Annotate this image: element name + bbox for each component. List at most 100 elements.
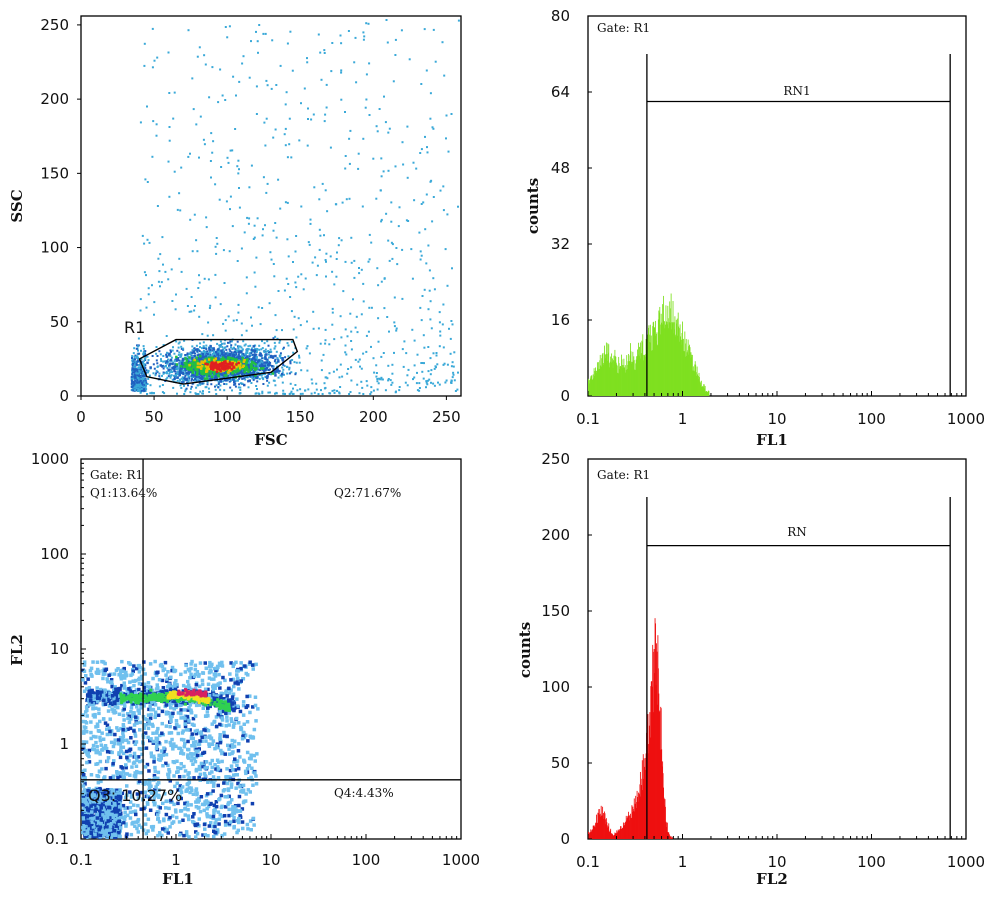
scatter-point xyxy=(156,362,159,365)
scatter-point xyxy=(150,392,153,395)
density-cell xyxy=(210,770,214,774)
histogram-bar xyxy=(650,342,652,396)
scatter-point xyxy=(432,28,435,31)
scatter-point xyxy=(331,311,334,314)
scatter-point xyxy=(160,360,163,362)
scatter-point xyxy=(200,353,203,356)
scatter-point xyxy=(344,328,347,331)
scatter-point xyxy=(176,373,179,376)
scatter-point xyxy=(228,25,231,28)
scatter-point xyxy=(228,380,231,383)
density-cell xyxy=(231,692,236,696)
scatter-point xyxy=(196,393,199,395)
scatter-point xyxy=(268,356,270,359)
scatter-point xyxy=(306,61,309,64)
scatter-point xyxy=(133,369,136,372)
density-cell xyxy=(231,664,235,669)
scatter-point xyxy=(149,392,152,395)
scatter-point xyxy=(242,352,245,355)
scatter-point xyxy=(266,384,269,387)
scatter-point xyxy=(131,355,134,358)
scatter-point xyxy=(224,360,227,363)
scatter-point xyxy=(267,362,271,366)
scatter-point xyxy=(267,364,270,367)
scatter-point xyxy=(178,351,181,354)
scatter-point xyxy=(456,388,459,391)
scatter-point xyxy=(423,362,425,365)
scatter-point xyxy=(375,364,378,367)
scatter-point xyxy=(412,161,415,164)
scatter-point xyxy=(134,354,137,357)
scatter-point xyxy=(254,392,257,395)
histogram-bar xyxy=(641,340,643,396)
histogram-bar xyxy=(607,343,609,396)
scatter-point xyxy=(287,255,290,258)
scatter-point xyxy=(451,376,454,379)
scatter-point xyxy=(183,376,186,379)
density-cell xyxy=(243,733,248,737)
scatter-point xyxy=(222,322,225,325)
scatter-point xyxy=(242,372,245,375)
scatter-point xyxy=(195,239,198,242)
scatter-point xyxy=(435,352,438,354)
scatter-point xyxy=(214,183,217,186)
scatter-point xyxy=(274,345,277,348)
histogram-bar xyxy=(681,332,683,396)
scatter-point xyxy=(181,381,184,384)
scatter-point xyxy=(240,322,243,325)
scatter-point xyxy=(239,389,242,391)
scatter-point xyxy=(219,375,222,378)
scatter-point xyxy=(176,349,179,352)
scatter-point xyxy=(250,362,253,366)
density-cell xyxy=(157,740,161,745)
scatter-point xyxy=(247,375,250,378)
scatter-point xyxy=(377,317,380,320)
scatter-point xyxy=(179,379,182,382)
scatter-point xyxy=(236,367,239,370)
histogram-bar xyxy=(663,295,664,396)
scatter-point xyxy=(218,198,221,201)
scatter-point xyxy=(346,372,349,375)
scatter-point xyxy=(155,123,158,126)
scatter-point xyxy=(193,371,196,374)
scatter-point xyxy=(432,196,435,198)
scatter-point xyxy=(250,348,253,351)
scatter-point xyxy=(135,372,138,375)
scatter-point xyxy=(229,372,233,375)
scatter-point xyxy=(299,324,302,327)
density-cell xyxy=(133,731,137,736)
scatter-point xyxy=(426,383,429,386)
scatter-point xyxy=(241,348,244,351)
histogram-bar xyxy=(607,352,609,396)
scatter-point xyxy=(212,364,215,368)
scatter-point xyxy=(143,385,146,388)
scatter-point xyxy=(263,364,266,368)
scatter-point xyxy=(142,371,145,374)
histogram-bar xyxy=(625,372,627,396)
scatter-point xyxy=(235,353,237,356)
scatter-point xyxy=(323,52,326,54)
scatter-point xyxy=(289,296,292,298)
density-cell xyxy=(216,776,221,780)
scatter-point xyxy=(183,384,185,387)
scatter-point xyxy=(391,372,394,375)
scatter-point xyxy=(163,365,166,368)
scatter-point xyxy=(347,368,350,370)
scatter-point xyxy=(133,355,136,358)
histogram-bar xyxy=(612,358,613,396)
scatter-point xyxy=(195,123,198,126)
scatter-point xyxy=(380,376,383,379)
scatter-point xyxy=(166,351,168,354)
histogram-bar xyxy=(699,377,700,396)
density-cell xyxy=(241,826,245,831)
scatter-point xyxy=(238,377,241,380)
scatter-point xyxy=(363,35,366,38)
x-axis-title: FL1 xyxy=(756,431,788,449)
scatter-point xyxy=(253,236,256,239)
scatter-point xyxy=(226,353,229,356)
scatter-point xyxy=(250,366,253,369)
scatter-point xyxy=(387,379,390,382)
scatter-point xyxy=(219,345,222,348)
scatter-point xyxy=(410,248,413,251)
scatter-point xyxy=(229,362,232,366)
